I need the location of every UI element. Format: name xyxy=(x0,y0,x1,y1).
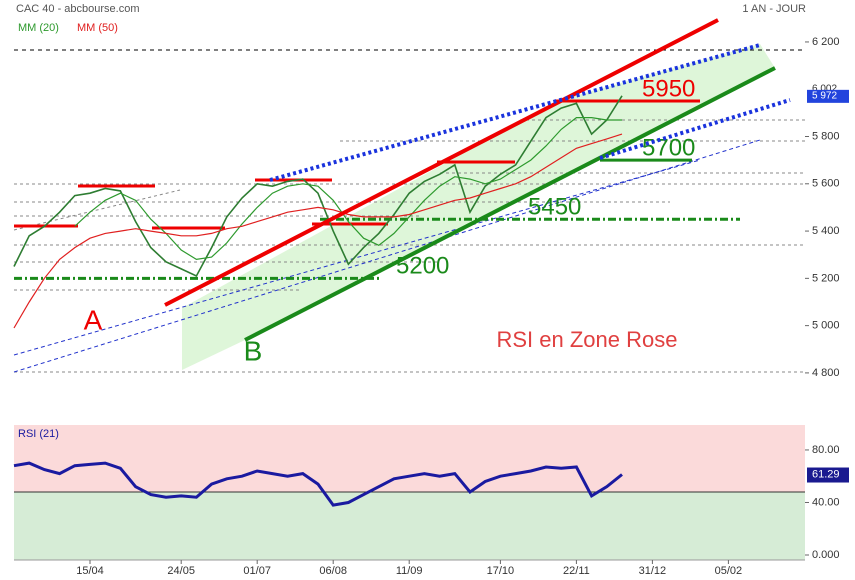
series-line xyxy=(13,95,623,278)
dotted-trend xyxy=(269,43,761,182)
x-tick-label: 11/09 xyxy=(396,565,423,577)
x-tick-label: 01/07 xyxy=(243,565,271,577)
y-tick-label: 6 200 xyxy=(812,36,840,48)
annotation: RSI en Zone Rose xyxy=(497,327,678,352)
legend-entry: MM (50) xyxy=(77,22,118,34)
y-tick-label: 4 800 xyxy=(812,367,840,379)
series xyxy=(13,95,623,329)
level-label: 5950 xyxy=(642,75,695,102)
x-tick-label: 05/02 xyxy=(715,565,743,577)
rsi-zone-high xyxy=(14,425,805,492)
rsi-title: RSI (21) xyxy=(18,428,59,440)
rsi-tag: 61.29 xyxy=(812,468,840,480)
price-tag: 5 972 xyxy=(812,90,837,101)
y-tick-label: 80.00 xyxy=(812,444,840,456)
rsi-tag-box xyxy=(807,467,849,483)
y-tick-label: 5 600 xyxy=(812,178,840,190)
x-tick-label: 31/12 xyxy=(639,565,667,577)
x-tick-label: 06/08 xyxy=(319,565,347,577)
x-tick-label: 15/04 xyxy=(76,565,104,577)
y-tick-label: 5 000 xyxy=(812,320,840,332)
annotation: B xyxy=(244,335,263,366)
x-tick-label: 22/11 xyxy=(563,565,590,577)
channel-top xyxy=(164,18,719,307)
level-label: 5700 xyxy=(642,134,695,161)
series-line xyxy=(13,461,623,507)
legend-entry: MM (20) xyxy=(18,22,59,34)
x-tick-label: 17/10 xyxy=(487,565,515,577)
price-tag-box xyxy=(807,89,849,103)
annotation: A xyxy=(84,304,103,335)
rsi-zone-low xyxy=(14,492,805,560)
y-tick-label: 0.000 xyxy=(812,549,840,561)
period: 1 AN - JOUR xyxy=(742,3,806,15)
series-line xyxy=(13,133,623,329)
x-tick-label: 24/05 xyxy=(167,565,195,577)
y-tick-label: 40.00 xyxy=(812,496,840,508)
price-tag: 6 002 xyxy=(812,83,837,94)
trend-line xyxy=(13,139,761,373)
y-tick-label: 5 200 xyxy=(812,272,840,284)
channel-fill xyxy=(182,44,775,370)
channel-bottom xyxy=(244,66,776,342)
y-tick-label: 5 400 xyxy=(812,225,840,237)
y-tick-label: 5 800 xyxy=(812,130,840,142)
title: CAC 40 - abcbourse.com xyxy=(16,3,140,15)
level-label: 5450 xyxy=(528,194,581,221)
